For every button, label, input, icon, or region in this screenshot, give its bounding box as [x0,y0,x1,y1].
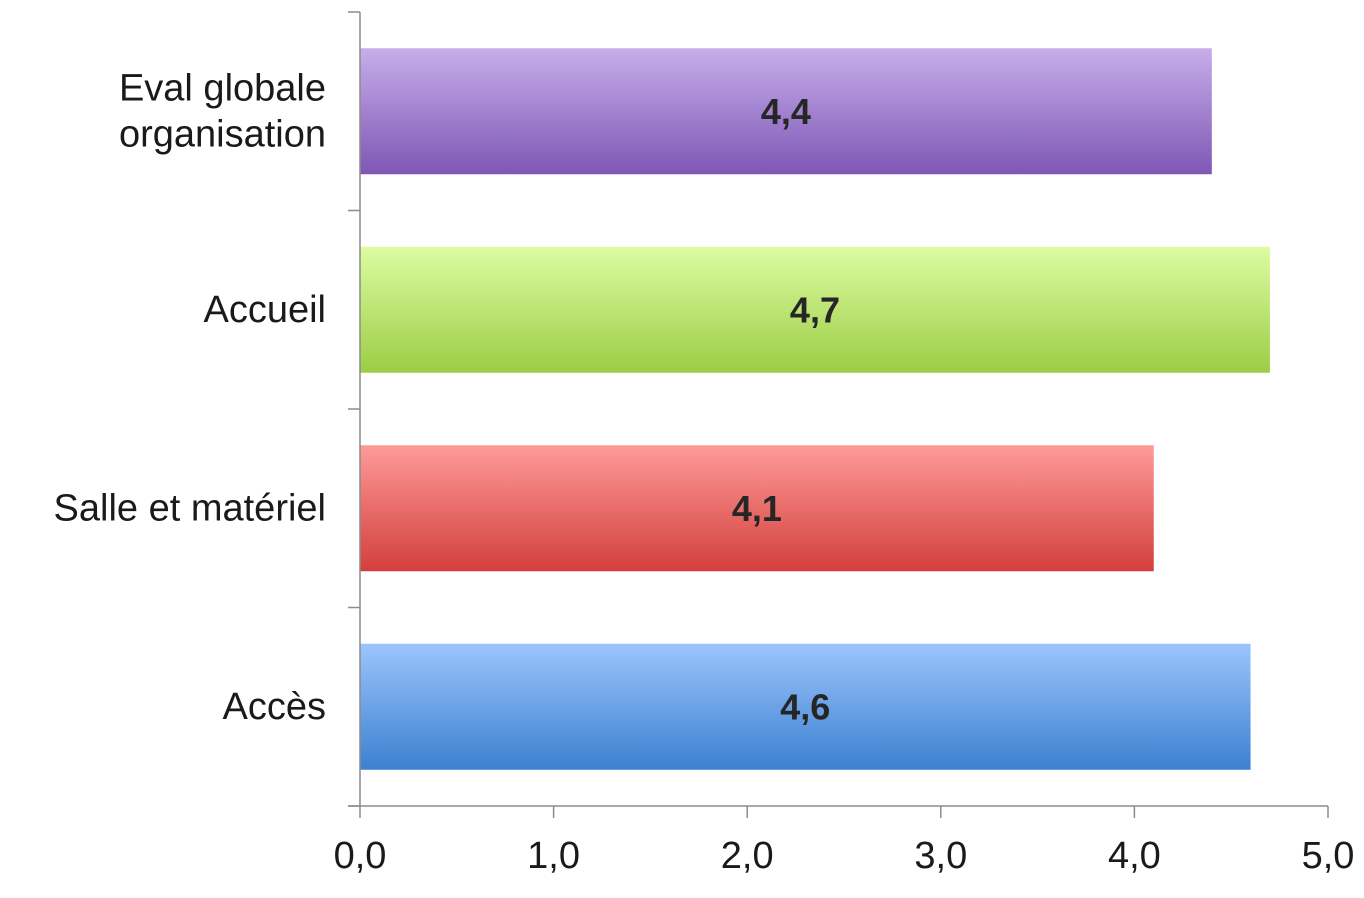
category-label: Eval globale organisation [119,67,326,155]
x-tick-label: 5,0 [1302,835,1355,877]
bar [360,48,1212,175]
bar [360,445,1154,572]
x-tick-label: 0,0 [334,835,387,877]
category-label: Salle et matériel [54,487,326,529]
data-label: 4,6 [780,686,830,727]
data-label: 4,1 [732,488,782,529]
axes-layer [348,11,1329,818]
category-label: Accueil [204,289,327,331]
bars-layer [360,48,1270,770]
x-tick-label: 4,0 [1108,835,1161,877]
x-tick-label: 1,0 [527,835,580,877]
x-tick-label: 2,0 [721,835,774,877]
category-label: Accès [223,686,326,728]
x-tick-label: 3,0 [914,835,967,877]
data-label: 4,7 [790,289,840,330]
bar [360,643,1251,770]
data-label: 4,4 [761,91,811,132]
labels-layer: 4,4 Eval globale organisation 4,7 Accueil 4,1… [54,67,1355,877]
bar [360,246,1270,373]
